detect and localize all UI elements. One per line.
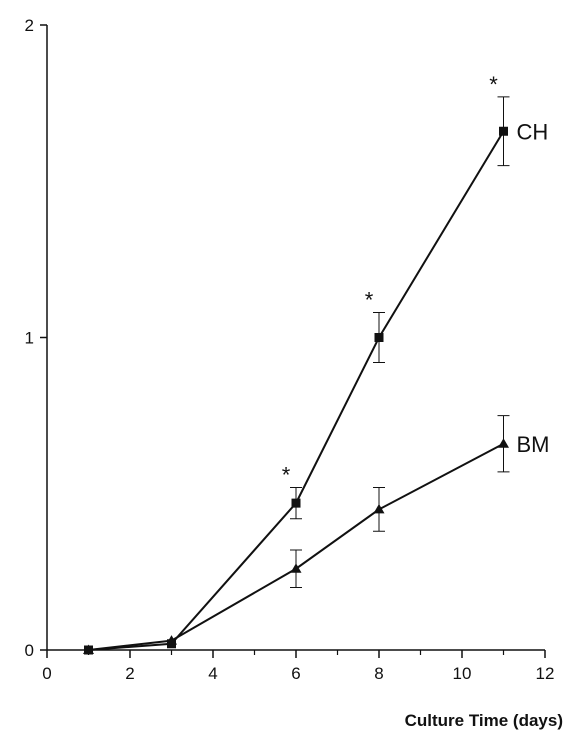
data-point-triangle [290, 563, 302, 573]
y-ticks: 0 1 2 [25, 16, 47, 660]
axes: 0 2 4 6 8 10 12 012 [25, 16, 555, 683]
y-tick-label: 1 [25, 329, 34, 348]
x-tick-label: 6 [291, 664, 300, 683]
series-layer: CH BM [83, 96, 550, 655]
series-label-ch: CH [517, 119, 549, 144]
significance-asterisk: * [365, 288, 374, 313]
x-tick-label: 2 [125, 664, 134, 683]
x-axis-title: Culture Time (days) [405, 711, 563, 730]
significance-asterisk: * [282, 463, 291, 488]
x-tick-label: 0 [42, 664, 51, 683]
data-point-triangle [83, 644, 94, 654]
series-bm: BM [83, 415, 550, 654]
series-line [88, 442, 504, 651]
x-tick-label: 8 [374, 664, 383, 683]
y-tick-label: 2 [25, 16, 34, 35]
y-tick-label: 0 [25, 641, 34, 660]
x-tick-label: 10 [453, 664, 472, 683]
data-point-triangle [498, 438, 509, 448]
significance-asterisk: * [489, 72, 498, 97]
data-point-square [291, 498, 301, 508]
x-tick-label: 4 [208, 664, 217, 683]
significance-marks: * * * [282, 72, 499, 488]
data-point-triangle [373, 503, 385, 514]
series-ch: CH [84, 96, 549, 655]
data-point-square [499, 126, 508, 136]
series-label-bm: BM [517, 432, 550, 457]
data-point-triangle [166, 635, 177, 645]
x-tick-label: 12 [536, 664, 555, 683]
data-point-square [374, 333, 384, 342]
x-ticks: 0 2 4 6 8 10 12 [42, 650, 554, 683]
